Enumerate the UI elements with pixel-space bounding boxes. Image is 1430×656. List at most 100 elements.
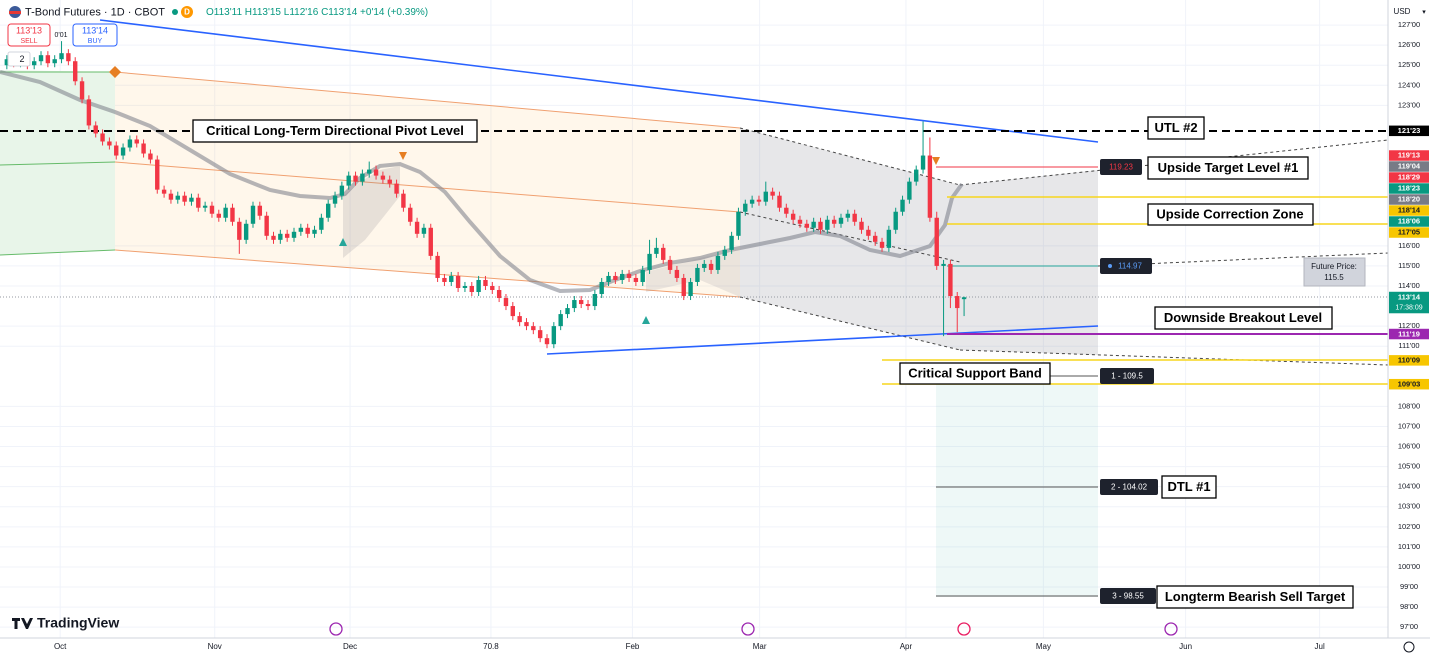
candle-body: [496, 290, 502, 299]
green-line: [0, 249, 116, 256]
candle-body: [52, 59, 57, 64]
annotation: Critical Support Band: [908, 365, 1042, 380]
price-label: 110'09: [1398, 356, 1420, 365]
indicators-count: 2: [19, 54, 24, 64]
axis-labels: Oct Nov Dec 70.8 Feb Mar Apr May Jun Jul 127'00 126…: [54, 20, 1429, 651]
candle-body: [818, 221, 823, 230]
projection-line: [739, 127, 961, 186]
candle-body: [633, 277, 639, 282]
settings-icon[interactable]: [1403, 641, 1415, 653]
price-label: 118'23: [1398, 184, 1420, 193]
buy-button[interactable]: [72, 23, 118, 47]
candle-body: [811, 221, 816, 228]
candle-body: [31, 61, 37, 66]
level-tag: 114.97: [1118, 262, 1142, 271]
candle-body: [148, 153, 153, 160]
trend-line: [99, 19, 1099, 143]
annotation: Upside Correction Zone: [1156, 206, 1303, 221]
indicators-button[interactable]: [7, 51, 31, 67]
annotation-box: [192, 119, 478, 143]
candle-body: [264, 215, 269, 236]
candle-body: [736, 211, 741, 236]
candle-body: [920, 155, 926, 170]
buy-label: BUY: [88, 38, 103, 45]
candle-body: [209, 205, 215, 214]
candle-body: [886, 229, 892, 248]
green-zone: [0, 70, 115, 255]
candle-body: [585, 304, 591, 307]
future-price-value: 115.5: [1324, 273, 1344, 282]
y-tick-label: 103'00: [1398, 502, 1420, 511]
candle-body: [510, 306, 516, 317]
candle-body: [243, 223, 249, 240]
event-icon[interactable]: [1164, 622, 1178, 636]
x-tick-label: Apr: [900, 642, 913, 651]
countdown: 17:38:09: [1395, 305, 1422, 312]
y-tick-label: 102'00: [1398, 522, 1420, 531]
candle-body: [278, 233, 283, 240]
price-label: 118'29: [1398, 173, 1420, 182]
candle-body: [455, 275, 461, 288]
candle-body: [476, 279, 481, 293]
badge-circle: [181, 6, 193, 18]
level-tag-box: [1100, 368, 1154, 384]
x-tick-label: Nov: [208, 642, 222, 651]
price-label: 118'06: [1398, 217, 1420, 226]
event-icon[interactable]: [741, 622, 755, 636]
candle-body: [4, 59, 10, 66]
sell-button[interactable]: [7, 23, 51, 47]
candle-body: [380, 175, 386, 180]
candle-body: [743, 203, 748, 212]
trend-line: [546, 325, 1099, 355]
badge: D: [184, 8, 190, 17]
annotation: Critical Long-Term Directional Pivot Lev…: [206, 123, 464, 138]
x-tick-label: Jul: [1315, 642, 1325, 651]
projection-line: [959, 349, 1389, 366]
candle-body: [291, 231, 297, 238]
candle-body: [708, 263, 714, 270]
candle-body: [790, 213, 796, 220]
candle-body: [941, 263, 946, 266]
candle-body: [695, 267, 700, 282]
annotation: Longterm Bearish Sell Target: [1165, 589, 1346, 604]
candle-body: [831, 219, 837, 224]
price-label: 118'14: [1398, 206, 1421, 215]
level-tag-box: [1100, 159, 1142, 175]
moving-average: [0, 70, 964, 294]
annotation-box: [1154, 306, 1333, 330]
candle-body: [749, 199, 755, 204]
spread: 0'01: [54, 32, 67, 39]
candle-body: [784, 207, 789, 214]
event-icon[interactable]: [329, 622, 343, 636]
x-tick-label: Feb: [626, 642, 640, 651]
x-tick-label: 70.8: [483, 642, 499, 651]
y-tick-label: 99'00: [1400, 582, 1418, 591]
level-tag-box: [1100, 479, 1158, 495]
price-label-box: [1389, 150, 1429, 161]
candle-body: [914, 169, 919, 182]
price-label-box: [1389, 328, 1429, 340]
candle-body: [852, 213, 857, 222]
candle-body: [312, 229, 317, 234]
price-label-box: [1389, 205, 1429, 216]
candle-body: [134, 139, 139, 144]
candle-body: [250, 205, 256, 224]
channel-line: [114, 161, 741, 213]
candle-body: [661, 247, 666, 260]
candle-body: [373, 169, 379, 176]
price-label-box: [1389, 378, 1429, 390]
event-icon[interactable]: [957, 622, 971, 636]
future-price-label: Future Price:: [1311, 262, 1357, 271]
future-price-box: [1303, 257, 1366, 287]
price-label-box: [1389, 125, 1429, 137]
price-label-box: [1389, 183, 1429, 194]
x-tick-label: May: [1036, 642, 1051, 651]
candle-body: [859, 221, 864, 230]
candle-body: [127, 139, 133, 148]
x-tick-label: Jun: [1179, 642, 1192, 651]
candle-body: [934, 217, 939, 266]
axis-menu[interactable]: ▾: [1422, 9, 1426, 16]
annotation: UTL #2: [1154, 120, 1197, 135]
candle-body: [59, 53, 64, 60]
